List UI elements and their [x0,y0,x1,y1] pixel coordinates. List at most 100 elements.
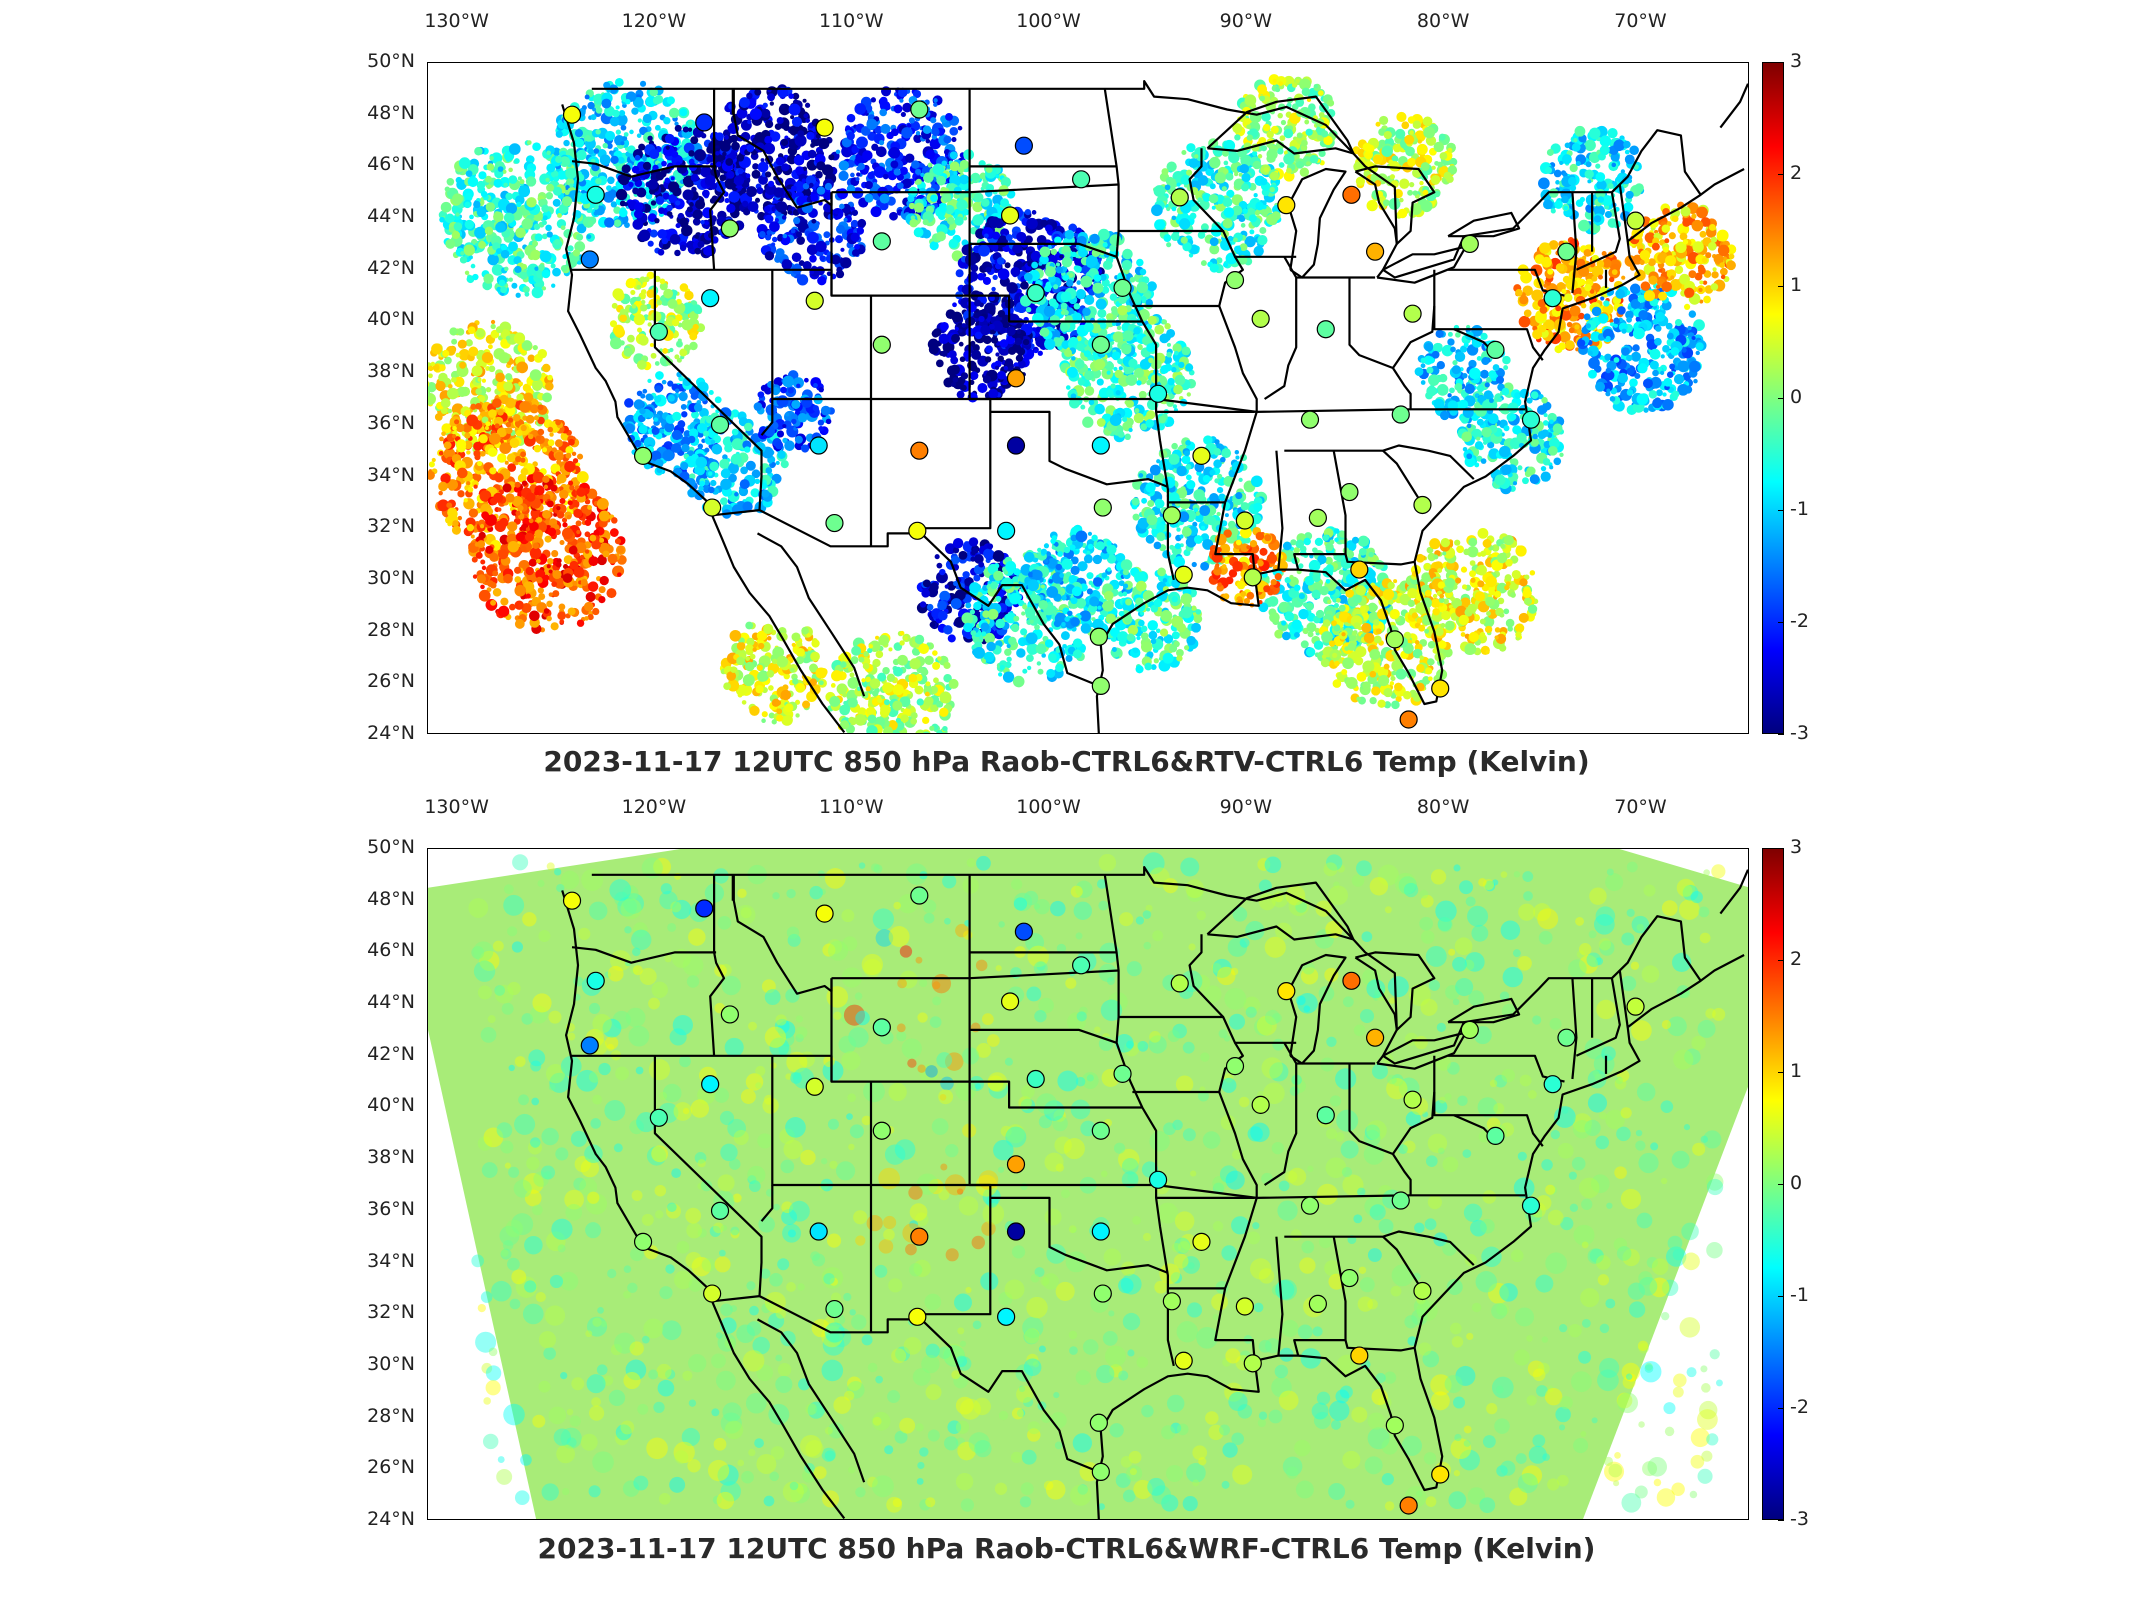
field-cell [1164,323,1171,330]
field-cell [1154,324,1165,335]
field-cell [925,138,931,144]
field-cell [584,94,590,100]
field-cell [1136,258,1144,267]
field-cell [466,524,475,532]
field-cell [552,198,561,207]
field-cell [438,450,444,456]
field-cell [548,569,553,574]
field-cell [481,565,487,571]
field-cell [913,227,924,238]
field-cell [595,107,603,114]
field-cell [1318,111,1325,118]
map-frame [427,62,1749,734]
field-cell [879,96,888,105]
field-cell [1259,95,1266,102]
field-cell [872,181,878,187]
field-cell [1075,289,1087,300]
field-cell [1039,327,1050,338]
field-cell [668,107,680,119]
field-cell [815,170,823,179]
field-cell [547,439,555,447]
field-cell [541,269,551,279]
field-cell [521,263,528,270]
field-cell [943,377,954,388]
field-cell [555,561,562,568]
field-cell [481,351,494,364]
field-cell [646,411,654,419]
field-cell [930,117,937,124]
field-cell [957,125,963,131]
field-cell [662,449,675,462]
field-cell [870,206,882,218]
field-cell [695,199,706,210]
field-cell [466,414,479,427]
field-cell [647,378,652,383]
field-cell [1023,272,1033,282]
field-cell [864,180,873,190]
latitude-tick-label: 48°N [367,101,415,124]
field-cell [797,130,805,137]
field-cell [952,302,957,308]
field-cell [902,102,912,113]
field-cell [661,160,667,167]
field-cell [1173,350,1179,356]
field-cell [995,352,1000,357]
field-cell [457,339,467,349]
field-cell [694,247,702,255]
field-cell [1039,254,1049,265]
field-cell [527,433,534,440]
field-cell [666,211,673,217]
field-cell [472,273,479,281]
field-cell [757,161,769,173]
field-cell [767,180,775,188]
field-cell [552,186,563,196]
field-cell [599,575,609,586]
field-cell [1102,242,1108,248]
field-cell [632,96,644,108]
field-cell [995,174,1000,179]
field-cell [1234,134,1241,141]
field-cell [602,550,610,558]
field-cell [856,172,861,177]
field-cell [1170,232,1180,241]
field-cell [769,221,780,232]
field-cell [667,394,675,402]
field-cell [880,123,891,134]
field-cell [811,218,817,224]
field-cell [663,117,671,125]
field-cell [680,403,687,410]
field-cell [972,214,984,226]
field-cell [1039,246,1051,258]
field-cell [620,124,627,131]
field-cell [442,349,450,358]
field-cell [758,174,768,185]
field-cell [498,352,510,364]
field-cell [466,171,471,176]
field-cell [505,335,511,341]
field-cell [1145,419,1155,428]
field-cell [1125,417,1134,427]
field-cell [451,338,458,345]
field-cell [538,263,545,271]
field-cell [1253,193,1258,198]
field-cell [494,473,504,483]
field-cell [846,113,856,123]
field-cell [942,341,955,354]
field-cell [1313,84,1318,89]
field-cell [1077,378,1086,386]
field-cell [977,383,988,394]
field-cell [687,120,693,126]
field-cell [1257,84,1268,95]
field-cell [1208,194,1219,204]
field-cell [1106,370,1111,375]
field-cell [1271,211,1281,221]
field-cell [634,154,641,161]
field-cell [621,164,631,174]
field-cell [828,154,835,161]
field-cell [569,183,574,188]
field-cell [485,545,494,554]
field-cell [1139,358,1151,370]
field-cell [927,162,933,168]
field-cell [996,257,1005,265]
field-cell [1171,215,1177,221]
